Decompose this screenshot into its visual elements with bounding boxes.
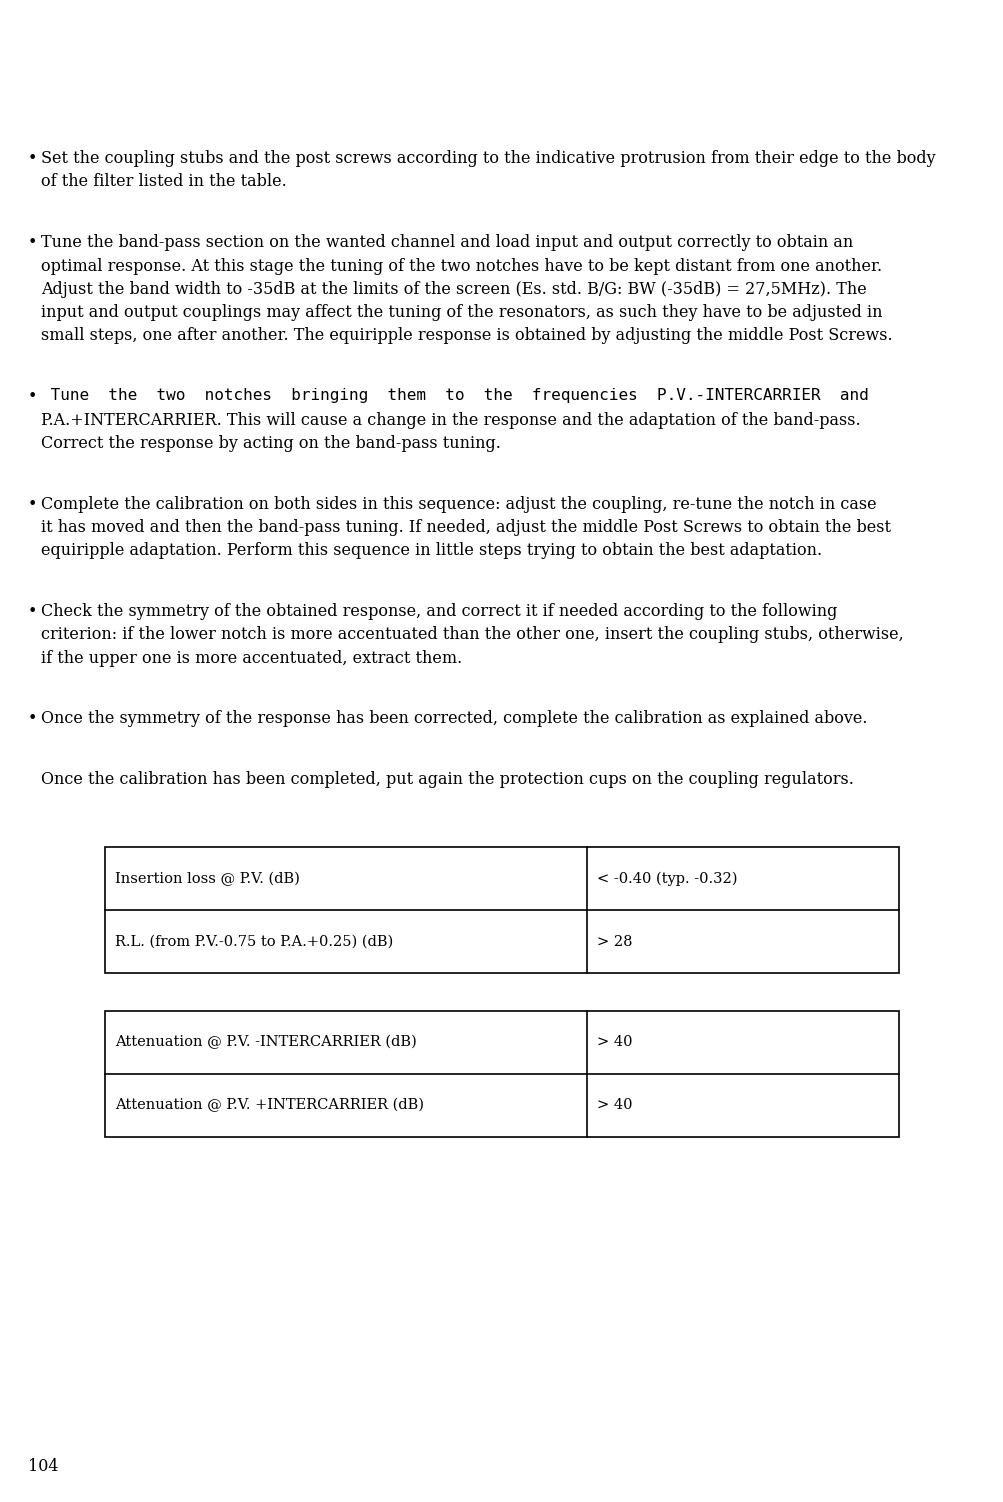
Text: •: • xyxy=(28,150,37,167)
Text: if the upper one is more accentuated, extract them.: if the upper one is more accentuated, ex… xyxy=(41,649,462,667)
Text: 104: 104 xyxy=(28,1458,58,1475)
Text: optimal response. At this stage the tuning of the two notches have to be kept di: optimal response. At this stage the tuni… xyxy=(41,257,882,275)
Text: it has moved and then the band-pass tuning. If needed, adjust the middle Post Sc: it has moved and then the band-pass tuni… xyxy=(41,518,891,536)
Text: > 40: > 40 xyxy=(597,1035,632,1050)
Text: Attenuation @ P.V. -INTERCARRIER (dB): Attenuation @ P.V. -INTERCARRIER (dB) xyxy=(115,1035,417,1050)
Text: •: • xyxy=(28,496,37,512)
Text: small steps, one after another. The equiripple response is obtained by adjusting: small steps, one after another. The equi… xyxy=(41,327,892,344)
Text: •: • xyxy=(28,602,37,620)
Text: •: • xyxy=(28,234,37,251)
Text: Once the symmetry of the response has been corrected, complete the calibration a: Once the symmetry of the response has be… xyxy=(41,710,867,727)
Text: < -0.40 (typ. -0.32): < -0.40 (typ. -0.32) xyxy=(597,871,737,886)
Text: •: • xyxy=(28,710,37,727)
Text: R.L. (from P.V.-0.75 to P.A.+0.25) (dB): R.L. (from P.V.-0.75 to P.A.+0.25) (dB) xyxy=(115,934,393,949)
Text: Complete the calibration on both sides in this sequence: adjust the coupling, re: Complete the calibration on both sides i… xyxy=(41,496,876,512)
Bar xyxy=(105,847,898,973)
Text: Insertion loss @ P.V. (dB): Insertion loss @ P.V. (dB) xyxy=(115,871,300,886)
Text: > 40: > 40 xyxy=(597,1098,632,1113)
Text: input and output couplings may affect the tuning of the resonators, as such they: input and output couplings may affect th… xyxy=(41,303,882,321)
Text: of the filter listed in the table.: of the filter listed in the table. xyxy=(41,173,287,191)
Text: criterion: if the lower notch is more accentuated than the other one, insert the: criterion: if the lower notch is more ac… xyxy=(41,626,903,643)
Text: Tune the band-pass section on the wanted channel and load input and output corre: Tune the band-pass section on the wanted… xyxy=(41,234,853,251)
Text: equiripple adaptation. Perform this sequence in little steps trying to obtain th: equiripple adaptation. Perform this sequ… xyxy=(41,542,821,559)
Text: Tune  the  two  notches  bringing  them  to  the  frequencies  P.V.-INTERCARRIER: Tune the two notches bringing them to th… xyxy=(41,388,868,403)
Text: > 28: > 28 xyxy=(597,934,632,949)
Bar xyxy=(105,1011,898,1137)
Text: Once the calibration has been completed, put again the protection cups on the co: Once the calibration has been completed,… xyxy=(41,771,854,789)
Text: P.A.+INTERCARRIER. This will cause a change in the response and the adaptation o: P.A.+INTERCARRIER. This will cause a cha… xyxy=(41,412,860,428)
Text: Check the symmetry of the obtained response, and correct it if needed according : Check the symmetry of the obtained respo… xyxy=(41,602,837,620)
Text: Correct the response by acting on the band-pass tuning.: Correct the response by acting on the ba… xyxy=(41,434,500,452)
Text: Set the coupling stubs and the post screws according to the indicative protrusio: Set the coupling stubs and the post scre… xyxy=(41,150,935,167)
Text: •: • xyxy=(28,388,37,406)
Text: Attenuation @ P.V. +INTERCARRIER (dB): Attenuation @ P.V. +INTERCARRIER (dB) xyxy=(115,1098,424,1113)
Text: Adjust the band width to -35dB at the limits of the screen (Es. std. B/G: BW (-3: Adjust the band width to -35dB at the li… xyxy=(41,281,866,297)
